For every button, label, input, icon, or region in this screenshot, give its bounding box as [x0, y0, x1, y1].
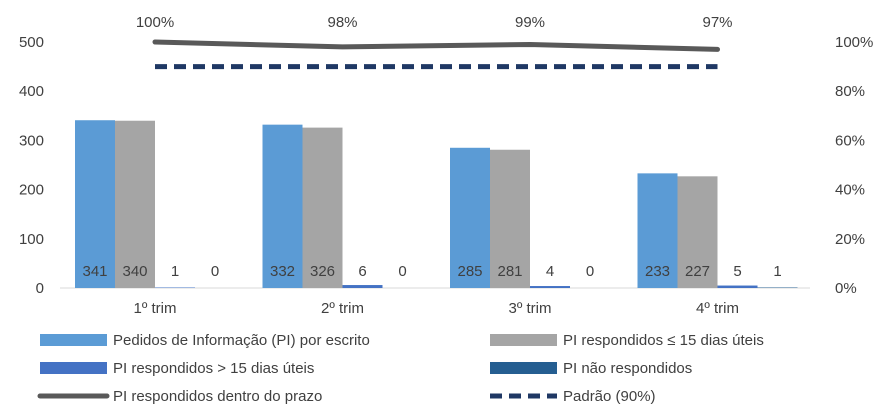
- bar-pi-respondidos-15-dias-uteis-4-trim: [717, 285, 758, 288]
- right-axis: 0% 20% 40% 60% 80% 100%: [835, 34, 873, 297]
- legend-swatch: [40, 362, 107, 374]
- legend-item-padrao-90: Padrão (90%): [490, 388, 656, 405]
- bar-value-label: 0: [586, 263, 594, 280]
- bar-pi-respondidos-15-dias-uteis-4-trim: [677, 176, 718, 288]
- bar-value-label: 341: [82, 263, 107, 280]
- bar-value-label: 1: [773, 263, 781, 280]
- line-data-labels: 100% 98% 99% 97%: [136, 14, 733, 31]
- line-value-label: 98%: [327, 14, 357, 31]
- x-tick-label: 3º trim: [509, 300, 552, 317]
- left-axis: 0 100 200 300 400 500: [19, 34, 44, 297]
- lines: [152, 39, 720, 70]
- bar-pedidos-de-informacao-pi-por-escrito-1-trim: [75, 120, 115, 288]
- x-tick-label: 2º trim: [321, 300, 364, 317]
- bar-value-label: 4: [546, 263, 554, 280]
- bar-pi-respondidos-15-dias-uteis-3-trim: [490, 149, 530, 288]
- bar-pi-respondidos-15-dias-uteis-1-trim: [115, 120, 155, 288]
- bar-value-label: 0: [398, 263, 406, 280]
- legend-label: Padrão (90%): [563, 388, 656, 405]
- left-tick-label: 500: [19, 34, 44, 51]
- bar-value-label: 233: [645, 263, 670, 280]
- line-value-label: 100%: [136, 14, 174, 31]
- bar-pedidos-de-informacao-pi-por-escrito-2-trim: [262, 124, 303, 288]
- legend-label: PI respondidos ≤ 15 dias úteis: [563, 332, 764, 349]
- legend-item-pedidos-de-informacao-pi-por-escrito: Pedidos de Informação (PI) por escrito: [40, 332, 370, 349]
- bar-pi-respondidos-15-dias-uteis-3-trim: [530, 286, 570, 288]
- legend-label: PI não respondidos: [563, 360, 692, 377]
- legend-swatch: [490, 334, 557, 346]
- legend-item-pi-respondidos-dentro-do-prazo: PI respondidos dentro do prazo: [37, 388, 322, 405]
- bar-value-label: 1: [171, 263, 179, 280]
- legend-swatch: [40, 334, 107, 346]
- left-tick-label: 300: [19, 132, 44, 149]
- left-tick-label: 0: [36, 280, 44, 297]
- right-tick-label: 60%: [835, 132, 865, 149]
- right-tick-label: 80%: [835, 83, 865, 100]
- bars: [75, 120, 798, 288]
- bar-value-label: 281: [497, 263, 522, 280]
- bar-value-label: 5: [733, 263, 741, 280]
- bar-pedidos-de-informacao-pi-por-escrito-3-trim: [450, 147, 490, 288]
- left-tick-label: 400: [19, 83, 44, 100]
- legend-item-pi-nao-respondidos: PI não respondidos: [490, 360, 692, 377]
- bar-value-label: 326: [310, 263, 335, 280]
- left-tick-label: 100: [19, 231, 44, 248]
- legend-label: PI respondidos > 15 dias úteis: [113, 360, 314, 377]
- x-tick-label: 1º trim: [134, 300, 177, 317]
- right-tick-label: 40%: [835, 182, 865, 199]
- line-value-label: 97%: [702, 14, 732, 31]
- x-tick-label: 4º trim: [696, 300, 739, 317]
- bar-value-label: 285: [457, 263, 482, 280]
- line-value-label: 99%: [515, 14, 545, 31]
- right-tick-label: 0%: [835, 280, 857, 297]
- bar-value-label: 0: [211, 263, 219, 280]
- legend-label: Pedidos de Informação (PI) por escrito: [113, 332, 370, 349]
- legend-item-pi-respondidos-15-dias-uteis: PI respondidos ≤ 15 dias úteis: [490, 332, 764, 349]
- bar-value-label: 6: [358, 263, 366, 280]
- bar-value-label: 227: [685, 263, 710, 280]
- bar-pedidos-de-informacao-pi-por-escrito-4-trim: [637, 173, 678, 288]
- bar-pi-respondidos-15-dias-uteis-2-trim: [302, 127, 343, 288]
- legend-item-pi-respondidos-15-dias-uteis: PI respondidos > 15 dias úteis: [40, 360, 314, 377]
- left-tick-label: 200: [19, 182, 44, 199]
- legend-label: PI respondidos dentro do prazo: [113, 388, 322, 405]
- legend-swatch: [490, 362, 557, 374]
- bar-value-label: 340: [122, 263, 147, 280]
- right-tick-label: 20%: [835, 231, 865, 248]
- right-tick-label: 100%: [835, 34, 873, 51]
- line-pi-respondidos-dentro-do-prazo: [152, 39, 720, 52]
- bar-data-labels: 341 340 1 0 332 326 6 0 285 281 4 0 233 227 5 1: [82, 263, 781, 280]
- legend: Pedidos de Informação (PI) por escrito PI…: [37, 332, 764, 405]
- bar-pi-respondidos-15-dias-uteis-2-trim: [342, 285, 383, 288]
- x-axis-tick-labels: 1º trim 2º trim 3º trim 4º trim: [134, 300, 739, 317]
- bar-value-label: 332: [270, 263, 295, 280]
